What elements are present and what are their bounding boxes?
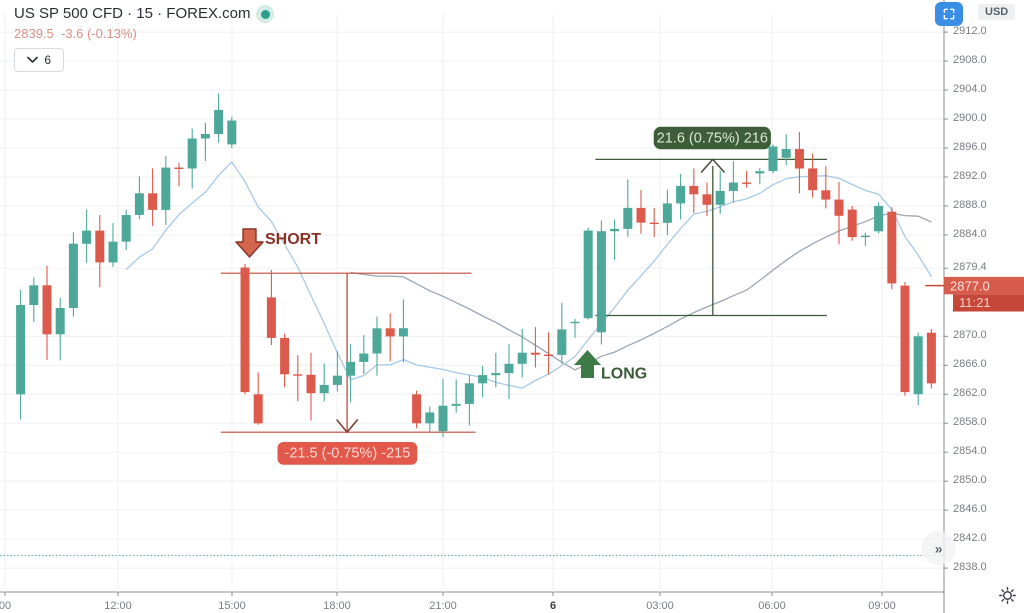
svg-text:SHORT: SHORT: [265, 231, 321, 248]
svg-text:LONG: LONG: [601, 366, 647, 383]
svg-text:2877.0: 2877.0: [950, 279, 990, 294]
svg-text:21.6 (0.75%) 216: 21.6 (0.75%) 216: [657, 130, 768, 146]
svg-text:11:21: 11:21: [959, 295, 991, 310]
svg-text:-21.5 (-0.75%) -215: -21.5 (-0.75%) -215: [285, 446, 411, 462]
svg-text:»: »: [935, 541, 943, 557]
